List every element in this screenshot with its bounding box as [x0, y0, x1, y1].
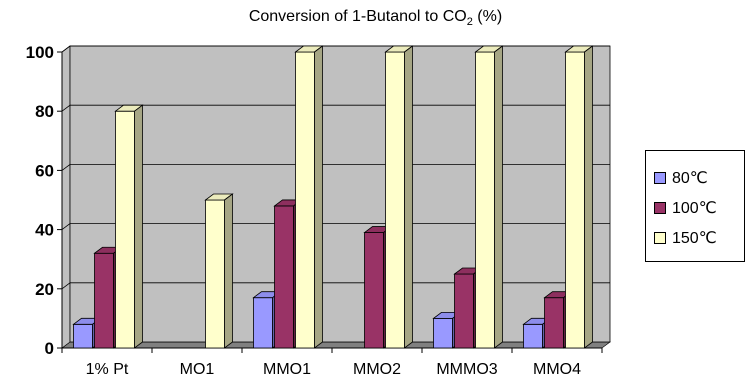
gridline-side [61, 164, 71, 171]
bar [205, 199, 225, 349]
gridline-side [61, 104, 71, 112]
x-tick-label: MMO1 [263, 361, 311, 378]
gridline-side [61, 282, 71, 290]
y-tick-label: 100 [26, 43, 54, 62]
chart-title: Conversion of 1-Butanol to CO2 (%) [0, 8, 751, 28]
bar-side [404, 45, 413, 349]
bar [475, 51, 495, 349]
legend-item-150c: 150℃ [646, 223, 744, 253]
bar [364, 232, 384, 349]
gridline-side [61, 45, 71, 53]
bar [454, 273, 474, 349]
x-tick-label: MMMO3 [436, 361, 497, 378]
gridline-side [61, 223, 71, 230]
legend-label-150c: 150℃ [672, 230, 717, 247]
y-tick-label: 80 [35, 102, 54, 121]
bar [295, 51, 315, 349]
bar [385, 51, 405, 349]
y-tick-label: 40 [35, 221, 54, 240]
chart-title-tail: (%) [472, 8, 503, 25]
y-tick-label: 0 [45, 339, 54, 358]
chart-side-wall [61, 45, 71, 349]
chart-back-wall [69, 45, 611, 343]
legend-item-80c: 80℃ [646, 163, 744, 193]
legend-item-100c: 100℃ [646, 193, 744, 223]
x-tick-label: MMO2 [353, 361, 401, 378]
bar-side [134, 104, 143, 349]
legend-swatch-150c [654, 232, 666, 244]
y-tick-label: 60 [35, 161, 54, 180]
x-tick-label: 1% Pt [86, 361, 129, 378]
bar [433, 317, 453, 349]
legend-label-80c: 80℃ [672, 170, 708, 187]
y-tick-label: 20 [35, 280, 54, 299]
legend-swatch-80c [654, 172, 666, 184]
legend-swatch-100c [654, 202, 666, 214]
chart-legend: 80℃ 100℃ 150℃ [645, 150, 745, 262]
bar [115, 110, 135, 349]
bar [274, 205, 294, 349]
bar [94, 252, 114, 349]
bar-side [584, 45, 593, 349]
bar [523, 323, 543, 349]
bar-side [224, 193, 233, 349]
bar-side [314, 45, 323, 349]
bar [544, 297, 564, 349]
bar [253, 297, 273, 349]
bar-side [494, 45, 503, 349]
bar [565, 51, 585, 349]
x-tick-label: MO1 [180, 361, 215, 378]
legend-label-100c: 100℃ [672, 200, 717, 217]
bar [73, 323, 93, 349]
x-tick-label: MMO4 [533, 361, 581, 378]
chart-title-main: Conversion of 1-Butanol to CO [248, 8, 467, 25]
chart-title-subscript: 2 [466, 16, 473, 29]
